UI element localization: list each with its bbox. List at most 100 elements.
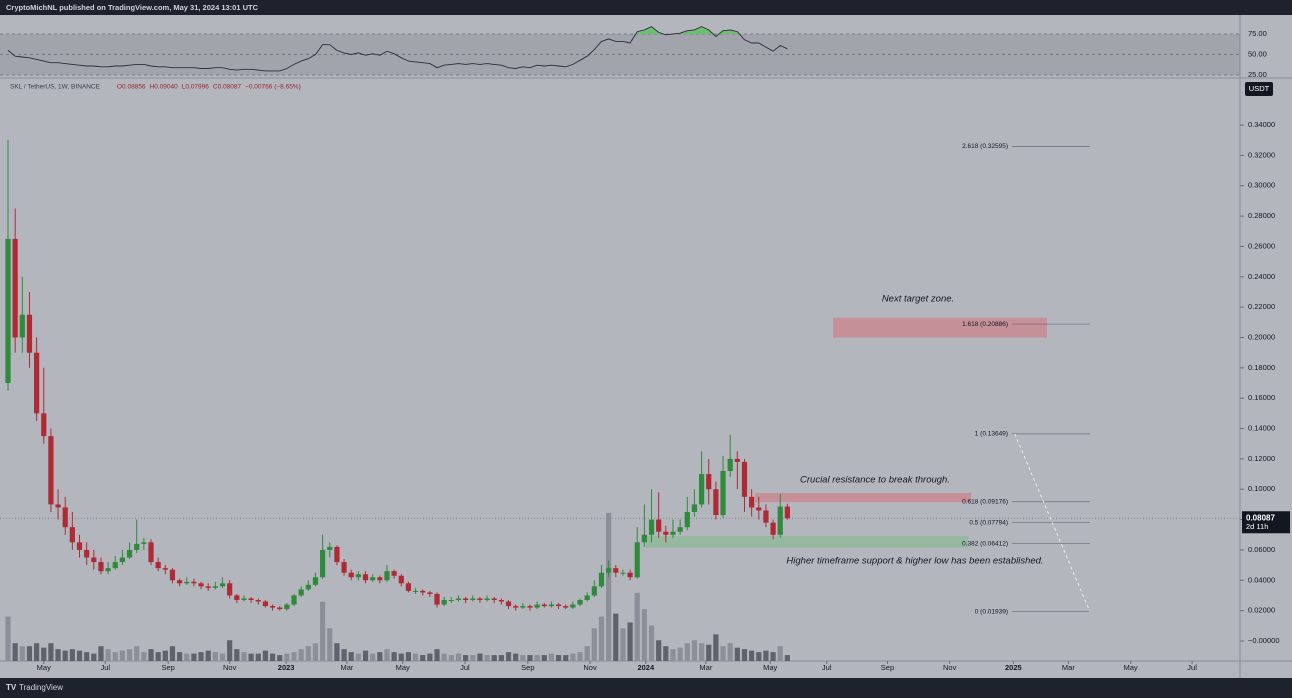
brand-logo: TV xyxy=(6,683,17,692)
candle-body xyxy=(126,549,133,558)
volume-bar xyxy=(656,640,662,661)
last-price-badge xyxy=(1242,511,1290,534)
volume-bar xyxy=(155,652,161,661)
legend-value: O0.08856 xyxy=(117,84,146,91)
zone xyxy=(833,317,1047,338)
annotation: Next target zone. xyxy=(882,294,954,305)
volume-bar xyxy=(320,601,326,661)
candle-body xyxy=(241,598,247,601)
y-tick-label: 0.04000 xyxy=(1248,575,1275,584)
candle-body xyxy=(548,604,555,607)
candle-body xyxy=(412,590,419,592)
volume-bar xyxy=(26,646,33,661)
candle-body xyxy=(749,496,755,508)
x-tick-label: 2025 xyxy=(1005,663,1022,672)
y-tick-label: 0.14000 xyxy=(1248,424,1275,433)
legend-value: H0.09040 xyxy=(150,84,179,91)
candle-body xyxy=(613,568,619,573)
candle-body xyxy=(119,557,126,563)
candle-body xyxy=(427,592,433,594)
volume-bar xyxy=(234,649,240,661)
candle-body xyxy=(5,238,11,384)
candle-body xyxy=(555,604,562,607)
candle-body xyxy=(212,586,218,588)
candle-body xyxy=(26,314,33,353)
volume-bar xyxy=(412,653,419,661)
candle-body xyxy=(663,531,669,535)
candle-body xyxy=(570,604,576,608)
candle-body xyxy=(227,583,233,596)
candle-body xyxy=(141,542,147,544)
rsi-tick-label: 25.00 xyxy=(1248,70,1267,79)
volume-bar xyxy=(134,646,140,661)
candle-body xyxy=(441,600,447,605)
volume-bar xyxy=(34,643,40,661)
volume-bar xyxy=(498,655,504,661)
zone xyxy=(755,493,972,503)
candle-body xyxy=(763,510,769,523)
rsi-overbought-fill xyxy=(8,26,788,35)
volume-bar xyxy=(126,649,133,661)
volume-bar xyxy=(341,649,347,661)
candle-body xyxy=(706,474,712,490)
candle-body xyxy=(312,577,319,585)
candle-body xyxy=(770,522,776,535)
candle-body xyxy=(505,601,512,607)
candle-body xyxy=(105,568,111,572)
candle-body xyxy=(691,504,698,512)
volume-bar xyxy=(5,616,11,661)
candle-body xyxy=(219,583,226,587)
volume-bar xyxy=(470,655,476,661)
candle-body xyxy=(584,595,590,601)
candle-body xyxy=(777,506,783,535)
countdown: 2d 11h xyxy=(1246,522,1268,531)
candle-body xyxy=(727,458,733,472)
candle-body xyxy=(434,593,440,605)
volume-bar xyxy=(584,646,590,661)
volume-bar xyxy=(563,655,569,661)
y-tick-label: 0.06000 xyxy=(1248,545,1275,554)
volume-bar xyxy=(255,653,261,661)
candle-body xyxy=(284,604,290,610)
candle-body xyxy=(355,574,361,578)
volume-bar xyxy=(555,655,562,661)
candle-body xyxy=(169,569,176,581)
candle-body xyxy=(598,572,605,587)
y-tick-label: 0.28000 xyxy=(1248,211,1275,220)
volume-bar xyxy=(205,650,211,661)
candle-body xyxy=(741,461,748,497)
x-tick-label: 2024 xyxy=(637,663,655,672)
volume-bar xyxy=(391,652,397,661)
candle-body xyxy=(320,549,326,578)
currency-badge xyxy=(1245,82,1273,96)
candle-body xyxy=(62,507,68,528)
candle-body xyxy=(305,584,311,590)
fib-label: 1.618 (0.20886) xyxy=(962,321,1008,328)
volume-bar xyxy=(620,628,626,661)
volume-bar xyxy=(505,652,512,661)
candle-body xyxy=(198,583,204,587)
candle-body xyxy=(298,589,304,596)
candle-body xyxy=(291,595,297,605)
volume-bar xyxy=(420,655,426,661)
candle-body xyxy=(648,519,655,535)
y-tick-label: 0.24000 xyxy=(1248,272,1275,281)
x-tick-label: Nov xyxy=(583,663,597,672)
volume-bar xyxy=(48,643,54,661)
candle-body xyxy=(184,581,190,584)
x-tick-label: Jul xyxy=(460,663,470,672)
volume-bar xyxy=(527,655,533,661)
x-tick-label: Nov xyxy=(943,663,957,672)
candle-body xyxy=(470,598,476,601)
volume-bar xyxy=(734,647,740,661)
candle-body xyxy=(162,568,168,570)
candle-body xyxy=(477,598,483,601)
volume-bar xyxy=(749,650,755,661)
brand: TradingView xyxy=(19,683,63,692)
volume-bar xyxy=(634,592,640,661)
volume-bar xyxy=(741,649,748,661)
volume-bar xyxy=(698,643,705,661)
volume-bar xyxy=(434,649,440,661)
candle-body xyxy=(76,542,83,550)
rsi-tick-label: 50.00 xyxy=(1248,50,1267,59)
